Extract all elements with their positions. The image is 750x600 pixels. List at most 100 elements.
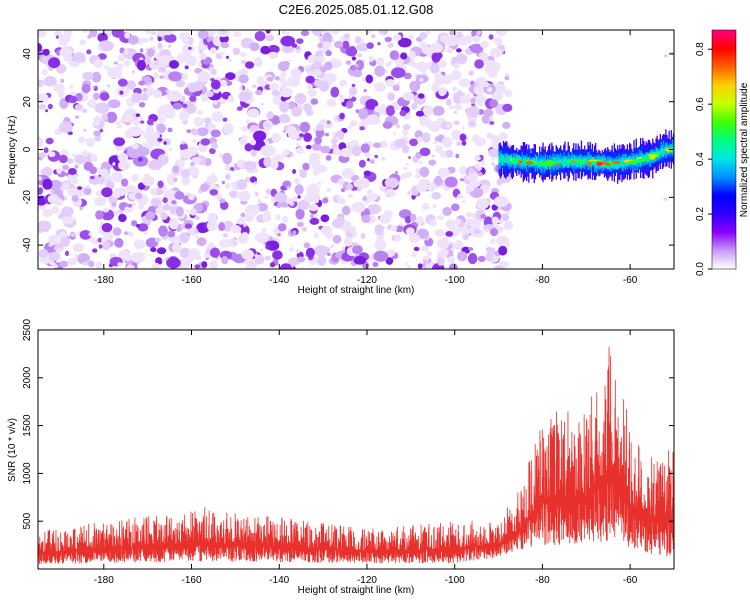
noise-blob	[385, 62, 391, 67]
noise-blob	[264, 255, 271, 261]
noise-blob	[142, 175, 155, 187]
noise-blob	[416, 136, 423, 143]
noise-blob	[379, 213, 391, 224]
noise-blob	[502, 103, 513, 112]
noise-blob	[201, 261, 208, 268]
noise-blob	[143, 133, 151, 140]
noise-blob	[149, 36, 154, 41]
noise-blob	[303, 103, 312, 113]
noise-blob	[398, 37, 412, 48]
noise-blob	[131, 220, 138, 227]
signal-cell	[663, 148, 665, 157]
noise-blob	[99, 128, 104, 133]
noise-blob	[376, 56, 385, 66]
signal-cell	[618, 159, 620, 168]
noise-blob	[360, 233, 366, 240]
x-tick-label: -120	[357, 275, 377, 286]
noise-blob	[204, 123, 209, 128]
noise-blob	[226, 55, 229, 59]
noise-blob	[95, 261, 103, 269]
noise-blob	[448, 263, 459, 269]
noise-blob	[247, 108, 260, 119]
noise-blob	[209, 147, 216, 155]
noise-blob	[456, 48, 462, 53]
noise-blob	[160, 212, 168, 220]
noise-blob	[491, 162, 495, 166]
y-tick-label: 2500	[22, 318, 33, 341]
noise-blob	[206, 220, 218, 232]
signal-core	[511, 160, 520, 164]
noise-blob	[181, 168, 190, 178]
noise-blob	[48, 57, 61, 69]
noise-blob	[118, 160, 131, 171]
noise-blob	[381, 156, 386, 162]
noise-blob	[59, 236, 70, 248]
noise-blob	[279, 101, 290, 113]
noise-blob	[253, 57, 263, 68]
noise-blob	[372, 261, 379, 268]
noise-blob	[38, 30, 47, 38]
noise-blob	[126, 264, 135, 269]
noise-blob	[461, 140, 467, 146]
signal-cell	[499, 156, 501, 164]
x-tick-label: -60	[623, 275, 638, 286]
noise-blob	[295, 147, 305, 154]
noise-blob	[270, 160, 279, 170]
x-tick-label: -140	[269, 575, 289, 586]
noise-blob	[368, 192, 378, 201]
noise-blob	[297, 200, 310, 210]
noise-blob	[114, 187, 127, 197]
noise-blob	[196, 110, 203, 115]
noise-blob	[82, 30, 88, 33]
noise-blob	[38, 93, 49, 103]
noise-blob	[387, 249, 396, 257]
signal-cell	[498, 157, 500, 164]
noise-blob	[187, 146, 198, 157]
noise-blob	[132, 202, 137, 206]
noise-blob	[447, 255, 455, 264]
colorbar-tick-label: 0.0	[695, 262, 706, 276]
noise-blob	[481, 162, 486, 166]
x-tick-label: -80	[535, 575, 550, 586]
x-tick-label: -140	[269, 275, 289, 286]
noise-blob	[442, 206, 452, 216]
noise-blob	[374, 65, 385, 77]
noise-blob	[378, 30, 387, 36]
noise-blob	[470, 213, 477, 218]
noise-blob	[211, 111, 224, 123]
noise-blob	[292, 266, 296, 269]
noise-blob	[205, 76, 209, 81]
heatmap-panel: -180 -160 -140 -120 -100 -80 -60 -40 -20 0 20 40 H…	[7, 29, 675, 296]
signal-cell	[620, 158, 622, 167]
noise-blob	[453, 110, 458, 114]
signal-cell	[617, 159, 619, 170]
noise-blob	[90, 154, 98, 163]
noise-blob	[112, 162, 116, 166]
noise-blob	[355, 59, 365, 71]
noise-blob	[208, 242, 214, 250]
noise-blob	[347, 193, 354, 198]
noise-blob	[117, 54, 126, 62]
noise-blob	[189, 208, 197, 216]
noise-blob	[138, 157, 143, 162]
noise-blob	[58, 121, 73, 133]
noise-blob	[381, 103, 386, 109]
noise-blob	[462, 126, 465, 130]
noise-blob	[407, 191, 411, 195]
noise-blob	[317, 181, 322, 186]
noise-blob	[402, 145, 410, 154]
noise-blob	[419, 118, 429, 127]
noise-blob	[56, 168, 62, 174]
noise-blob	[215, 193, 223, 200]
noise-blob	[320, 145, 331, 154]
signal-core	[572, 159, 579, 163]
noise-blob	[505, 209, 511, 216]
noise-blob	[91, 71, 102, 83]
noise-blob	[88, 260, 95, 268]
noise-blob	[222, 233, 229, 238]
snr-x-label: Height of straight line (km)	[298, 585, 415, 596]
noise-blob	[168, 44, 172, 48]
signal-cell	[603, 154, 606, 169]
signal-cell	[545, 160, 547, 170]
